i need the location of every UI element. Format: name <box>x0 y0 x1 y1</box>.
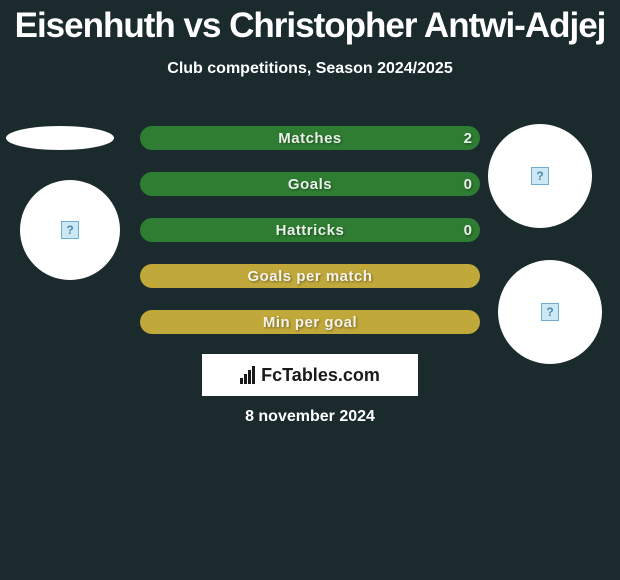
stat-row: Goals 0 <box>140 172 480 196</box>
stat-row: Matches 2 <box>140 126 480 150</box>
player-avatar: ? <box>20 180 120 280</box>
placeholder-icon: ? <box>541 303 559 321</box>
subtitle: Club competitions, Season 2024/2025 <box>0 60 620 78</box>
stat-label: Goals <box>288 176 332 193</box>
stat-label: Goals per match <box>247 268 372 285</box>
logo-text: FcTables.com <box>261 365 380 386</box>
stat-label: Min per goal <box>263 314 357 331</box>
player-avatar: ? <box>498 260 602 364</box>
fctables-logo: FcTables.com <box>240 365 380 386</box>
stat-value-right: 0 <box>464 176 472 193</box>
stat-label: Matches <box>278 130 342 147</box>
placeholder-icon: ? <box>531 167 549 185</box>
stat-row: Goals per match <box>140 264 480 288</box>
stat-row: Hattricks 0 <box>140 218 480 242</box>
stats-container: Matches 2 Goals 0 Hattricks 0 Goals per match M… <box>140 126 480 356</box>
player-avatar: ? <box>488 124 592 228</box>
placeholder-icon: ? <box>61 221 79 239</box>
date-label: 8 november 2024 <box>0 408 620 426</box>
logo-bars-icon <box>240 366 255 384</box>
page-title: Eisenhuth vs Christopher Antwi-Adjej <box>0 0 620 46</box>
stat-value-right: 0 <box>464 222 472 239</box>
stat-value-right: 2 <box>464 130 472 147</box>
logo-box: FcTables.com <box>202 354 418 396</box>
stat-label: Hattricks <box>276 222 345 239</box>
decorative-ellipse <box>6 126 114 150</box>
stat-row: Min per goal <box>140 310 480 334</box>
